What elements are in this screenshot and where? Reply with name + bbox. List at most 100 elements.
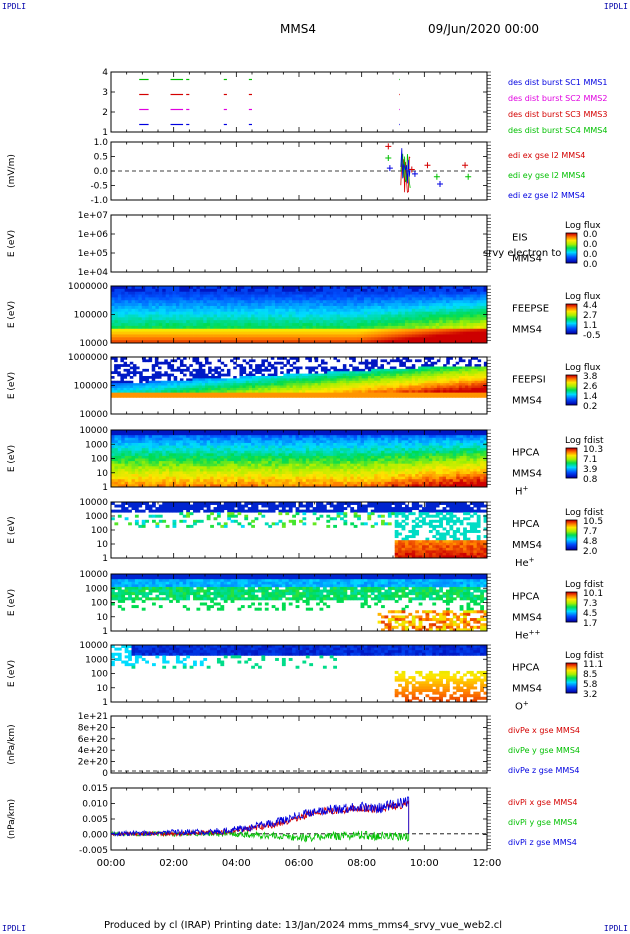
heatmap-cell — [440, 390, 444, 394]
heatmap-cell — [387, 334, 392, 338]
heatmap-cell — [285, 334, 290, 338]
heatmap-cell — [172, 305, 177, 310]
heatmap-cell — [402, 361, 406, 365]
heatmap-cell — [280, 395, 284, 398]
heatmap-cell — [169, 305, 173, 310]
heatmap-cell — [126, 373, 131, 377]
heatmap-cell — [199, 455, 204, 459]
heatmap-cell — [227, 300, 232, 304]
heatmap-cell — [145, 328, 149, 332]
heatmap-cell — [336, 380, 341, 384]
heatmap-cell — [165, 305, 170, 310]
heatmap-cell — [358, 395, 363, 398]
heatmap-cell — [236, 383, 240, 386]
heatmap-cell — [247, 328, 252, 332]
heatmap-cell — [343, 331, 348, 335]
heatmap-cell — [158, 395, 162, 398]
heatmap-cell — [208, 378, 212, 382]
heatmap-cell — [230, 337, 235, 341]
heatmap-cell — [148, 334, 153, 338]
heatmap-cell — [353, 337, 358, 341]
heatmap-cell — [155, 314, 160, 318]
heatmap-cell — [396, 392, 400, 396]
heatmap-cell — [111, 314, 115, 318]
heatmap-cell — [311, 383, 316, 386]
heatmap-cell — [203, 337, 208, 341]
heatmap-cell — [449, 383, 453, 386]
heatmap-cell — [393, 373, 397, 377]
heatmap-cell — [264, 395, 269, 398]
heatmap-cell — [360, 300, 365, 304]
heatmap-cell — [210, 314, 214, 318]
heatmap-cell — [394, 317, 399, 321]
heatmap-cell — [455, 385, 460, 389]
heatmap-cell — [292, 297, 296, 301]
heatmap-cell — [123, 380, 128, 384]
heatmap-cell — [322, 288, 327, 293]
heatmap-cell — [430, 371, 435, 375]
heatmap-cell — [251, 317, 255, 321]
heatmap-cell — [377, 305, 382, 310]
heatmap-cell — [121, 308, 126, 313]
heatmap-cell — [469, 325, 474, 330]
heatmap-cell — [213, 311, 218, 315]
heatmap-cell — [452, 291, 457, 295]
heatmap-cell — [336, 390, 341, 394]
colorbar-step — [566, 375, 577, 377]
heatmap-cell — [158, 376, 162, 379]
heatmap-cell — [199, 311, 204, 315]
heatmap-cell — [350, 331, 355, 335]
heatmap-cell — [380, 383, 384, 386]
heatmap-cell — [459, 286, 464, 290]
heatmap-cell — [193, 463, 197, 467]
heatmap-cell — [273, 387, 278, 391]
heatmap-cell — [230, 314, 235, 318]
heatmap-cell — [126, 364, 131, 367]
heatmap-cell — [295, 390, 300, 394]
heatmap-cell — [230, 385, 234, 389]
heatmap-cell — [114, 311, 119, 315]
heatmap-cell — [158, 390, 162, 394]
heatmap-cell — [476, 308, 481, 313]
heatmap-cell — [432, 288, 437, 293]
heatmap-cell — [161, 392, 165, 396]
heatmap-cell — [148, 468, 153, 472]
heatmap-cell — [117, 286, 122, 290]
heatmap-cell — [367, 297, 372, 301]
heatmap-cell — [428, 320, 433, 324]
heatmap-cell — [428, 340, 433, 344]
heatmap-cell — [162, 466, 167, 470]
heatmap-cell — [213, 331, 218, 335]
heatmap-cell — [117, 364, 121, 367]
heatmap-cell — [162, 297, 167, 301]
panel-instrument-label-4: FEEPSI — [512, 375, 546, 386]
corner-br: IPDLI — [603, 924, 628, 933]
heatmap-cell — [319, 308, 324, 313]
heatmap-cell — [483, 366, 487, 370]
heatmap-cell — [141, 294, 146, 298]
heatmap-cell — [391, 334, 396, 338]
heatmap-cell — [271, 297, 276, 301]
heatmap-cell — [158, 430, 163, 433]
heatmap-cell — [435, 334, 440, 338]
heatmap-cell — [264, 297, 269, 301]
heatmap-cell — [398, 314, 402, 318]
heatmap-cell — [459, 340, 464, 344]
heatmap-cell — [295, 371, 300, 375]
heatmap-cell — [374, 368, 378, 372]
heatmap-cell — [245, 395, 250, 398]
heatmap-cell — [220, 300, 225, 304]
heatmap-cell — [299, 314, 303, 318]
heatmap-cell — [326, 291, 331, 295]
heatmap-cell — [203, 453, 208, 457]
heatmap-cell — [182, 337, 187, 341]
colorbar-step — [566, 316, 577, 318]
heatmap-cell — [240, 314, 245, 318]
heatmap-cell — [198, 383, 203, 386]
heatmap-cell — [205, 387, 209, 391]
heatmap-cell — [132, 366, 137, 370]
heatmap-cell — [176, 387, 181, 391]
heatmap-cell — [350, 334, 355, 338]
heatmap-cell — [483, 364, 487, 367]
heatmap-cell — [270, 395, 275, 398]
